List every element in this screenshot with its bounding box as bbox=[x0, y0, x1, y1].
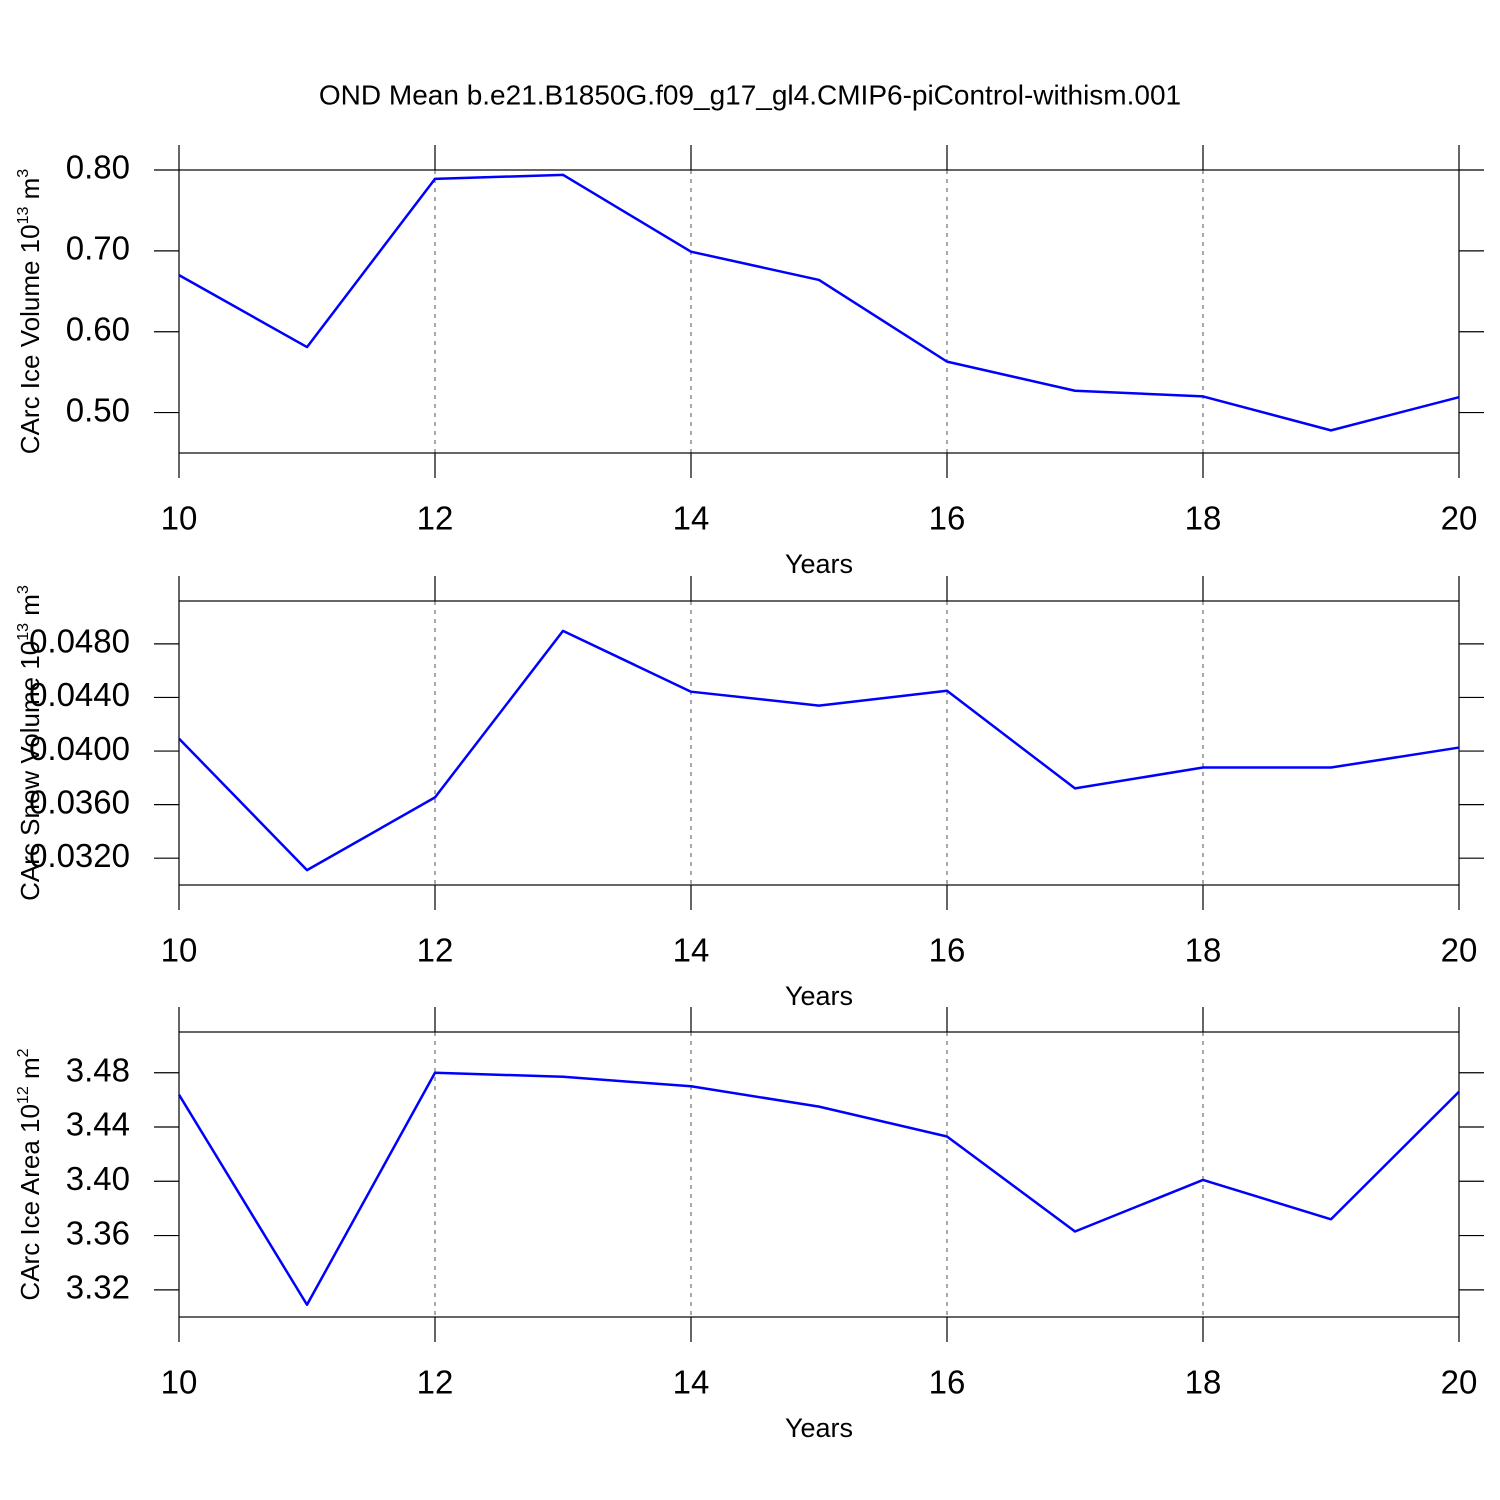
x-tick-label: 14 bbox=[673, 932, 710, 969]
y-axis-label-part: 2 bbox=[15, 1048, 32, 1057]
x-tick-label: 14 bbox=[673, 1364, 710, 1401]
y-tick-label: 0.70 bbox=[66, 230, 130, 267]
x-tick-label: 10 bbox=[161, 932, 198, 969]
y-tick-label: 3.36 bbox=[66, 1214, 130, 1251]
plot-frame bbox=[178, 1031, 1460, 1318]
x-tick-label: 14 bbox=[673, 500, 710, 537]
y-tick-label: 0.0400 bbox=[29, 730, 130, 767]
x-tick-label: 18 bbox=[1185, 500, 1222, 537]
plot-frame bbox=[178, 600, 1460, 886]
chart-title: OND Mean b.e21.B1850G.f09_g17_gl4.CMIP6-… bbox=[319, 79, 1181, 110]
x-axis-label: Years bbox=[785, 981, 853, 1011]
y-tick-label: 0.60 bbox=[66, 310, 130, 347]
x-tick-label: 12 bbox=[417, 500, 454, 537]
y-tick-label: 3.44 bbox=[66, 1106, 130, 1143]
y-tick-label: 0.0480 bbox=[29, 623, 130, 660]
y-axis-label-part: m bbox=[15, 178, 45, 207]
x-tick-label: 18 bbox=[1185, 1364, 1222, 1401]
data-line bbox=[177, 1071, 1460, 1307]
y-axis-label-part: 3 bbox=[15, 169, 32, 178]
x-tick-label: 20 bbox=[1441, 1364, 1478, 1401]
y-axis-label-part: 13 bbox=[15, 623, 32, 641]
y-tick-label: 0.0360 bbox=[29, 783, 130, 820]
y-axis-label: CArc Ice Area 1012 m2 bbox=[15, 1048, 45, 1300]
x-tick-label: 20 bbox=[1441, 932, 1478, 969]
y-tick-label: 0.80 bbox=[66, 149, 130, 186]
y-axis-label-part: 12 bbox=[15, 1086, 32, 1104]
y-axis-label: CArc Snow Volume 1013 m3 bbox=[15, 585, 45, 901]
y-axis-label-part: CArc Snow Volume 10 bbox=[15, 641, 45, 901]
y-axis-label-part: CArc Ice Volume 10 bbox=[15, 224, 45, 454]
x-tick-label: 18 bbox=[1185, 932, 1222, 969]
y-tick-label: 0.0320 bbox=[29, 837, 130, 874]
y-axis-label-part: 13 bbox=[15, 207, 32, 225]
x-axis-label: Years bbox=[785, 1413, 853, 1443]
x-tick-label: 16 bbox=[929, 932, 966, 969]
y-axis-label-part: 3 bbox=[15, 585, 32, 594]
x-tick-label: 10 bbox=[161, 1364, 198, 1401]
y-axis-label: CArc Ice Volume 1013 m3 bbox=[15, 169, 45, 454]
y-axis-label-part: CArc Ice Area 10 bbox=[15, 1104, 45, 1301]
y-tick-label: 0.0440 bbox=[29, 676, 130, 713]
x-axis-label: Years bbox=[785, 549, 853, 579]
y-tick-label: 3.40 bbox=[66, 1160, 130, 1197]
x-tick-label: 16 bbox=[929, 1364, 966, 1401]
x-tick-label: 12 bbox=[417, 1364, 454, 1401]
data-line bbox=[178, 173, 1460, 432]
y-tick-label: 3.32 bbox=[66, 1269, 130, 1306]
y-tick-label: 3.48 bbox=[66, 1051, 130, 1088]
x-tick-label: 12 bbox=[417, 932, 454, 969]
x-tick-label: 16 bbox=[929, 500, 966, 537]
y-tick-label: 0.50 bbox=[66, 391, 130, 428]
y-axis-label-part: m bbox=[15, 594, 45, 623]
data-line bbox=[178, 629, 1460, 872]
plot-frame bbox=[178, 169, 1460, 454]
x-tick-label: 20 bbox=[1441, 500, 1478, 537]
y-axis-label-part: m bbox=[15, 1057, 45, 1086]
x-tick-label: 10 bbox=[161, 500, 198, 537]
